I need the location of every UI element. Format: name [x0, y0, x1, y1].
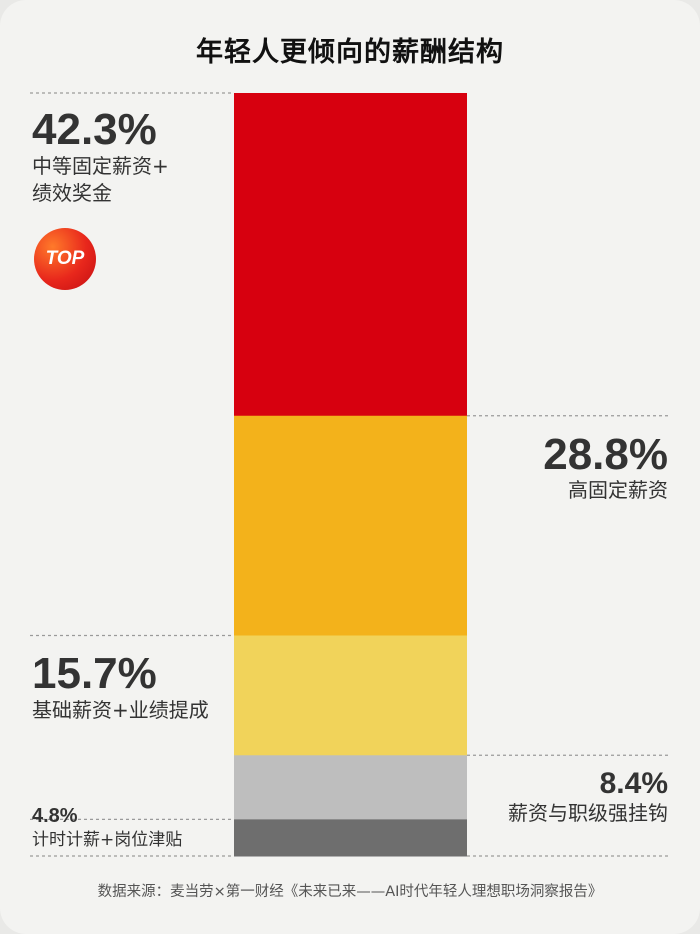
category-label-4: 薪资与职级强挂钩	[508, 800, 668, 827]
value-label-3: 15.7%	[32, 649, 157, 699]
value-label-4: 8.4%	[599, 767, 668, 801]
bar-segments	[234, 93, 467, 857]
category-label-1: 中等固定薪资+ 绩效奖金	[32, 153, 169, 207]
category-label-line: 绩效奖金	[32, 180, 112, 205]
bar-segment-4	[234, 755, 467, 820]
category-label-line: 基础薪资+业绩提成	[32, 698, 209, 722]
bar-segment-5	[234, 819, 467, 857]
bar-segment-2	[234, 415, 467, 636]
category-label-line: 高固定薪资	[568, 478, 668, 503]
value-label-1: 42.3%	[32, 105, 157, 154]
category-label-line: 计时计薪+岗位津贴	[32, 829, 183, 850]
guide-lines	[30, 92, 670, 857]
category-label-2: 高固定薪资	[568, 477, 668, 504]
value-label-5: 4.8%	[32, 805, 78, 828]
category-label-3: 基础薪资+业绩提成	[32, 697, 209, 724]
category-label-5: 计时计薪+岗位津贴	[32, 827, 182, 854]
top-badge: TOP	[34, 228, 96, 290]
bar-segment-3	[234, 635, 467, 756]
bar-segment-1	[234, 93, 467, 417]
category-label-line: 中等固定薪资+	[32, 153, 169, 178]
value-label-2: 28.8%	[543, 429, 668, 479]
category-label-line: 薪资与职级强挂钩	[508, 800, 668, 825]
source-note: 数据来源：麦当劳×第一财经《未来已来——AI时代年轻人理想职场洞察报告》	[97, 884, 603, 900]
chart-title: 年轻人更倾向的薪酬结构	[196, 37, 504, 68]
